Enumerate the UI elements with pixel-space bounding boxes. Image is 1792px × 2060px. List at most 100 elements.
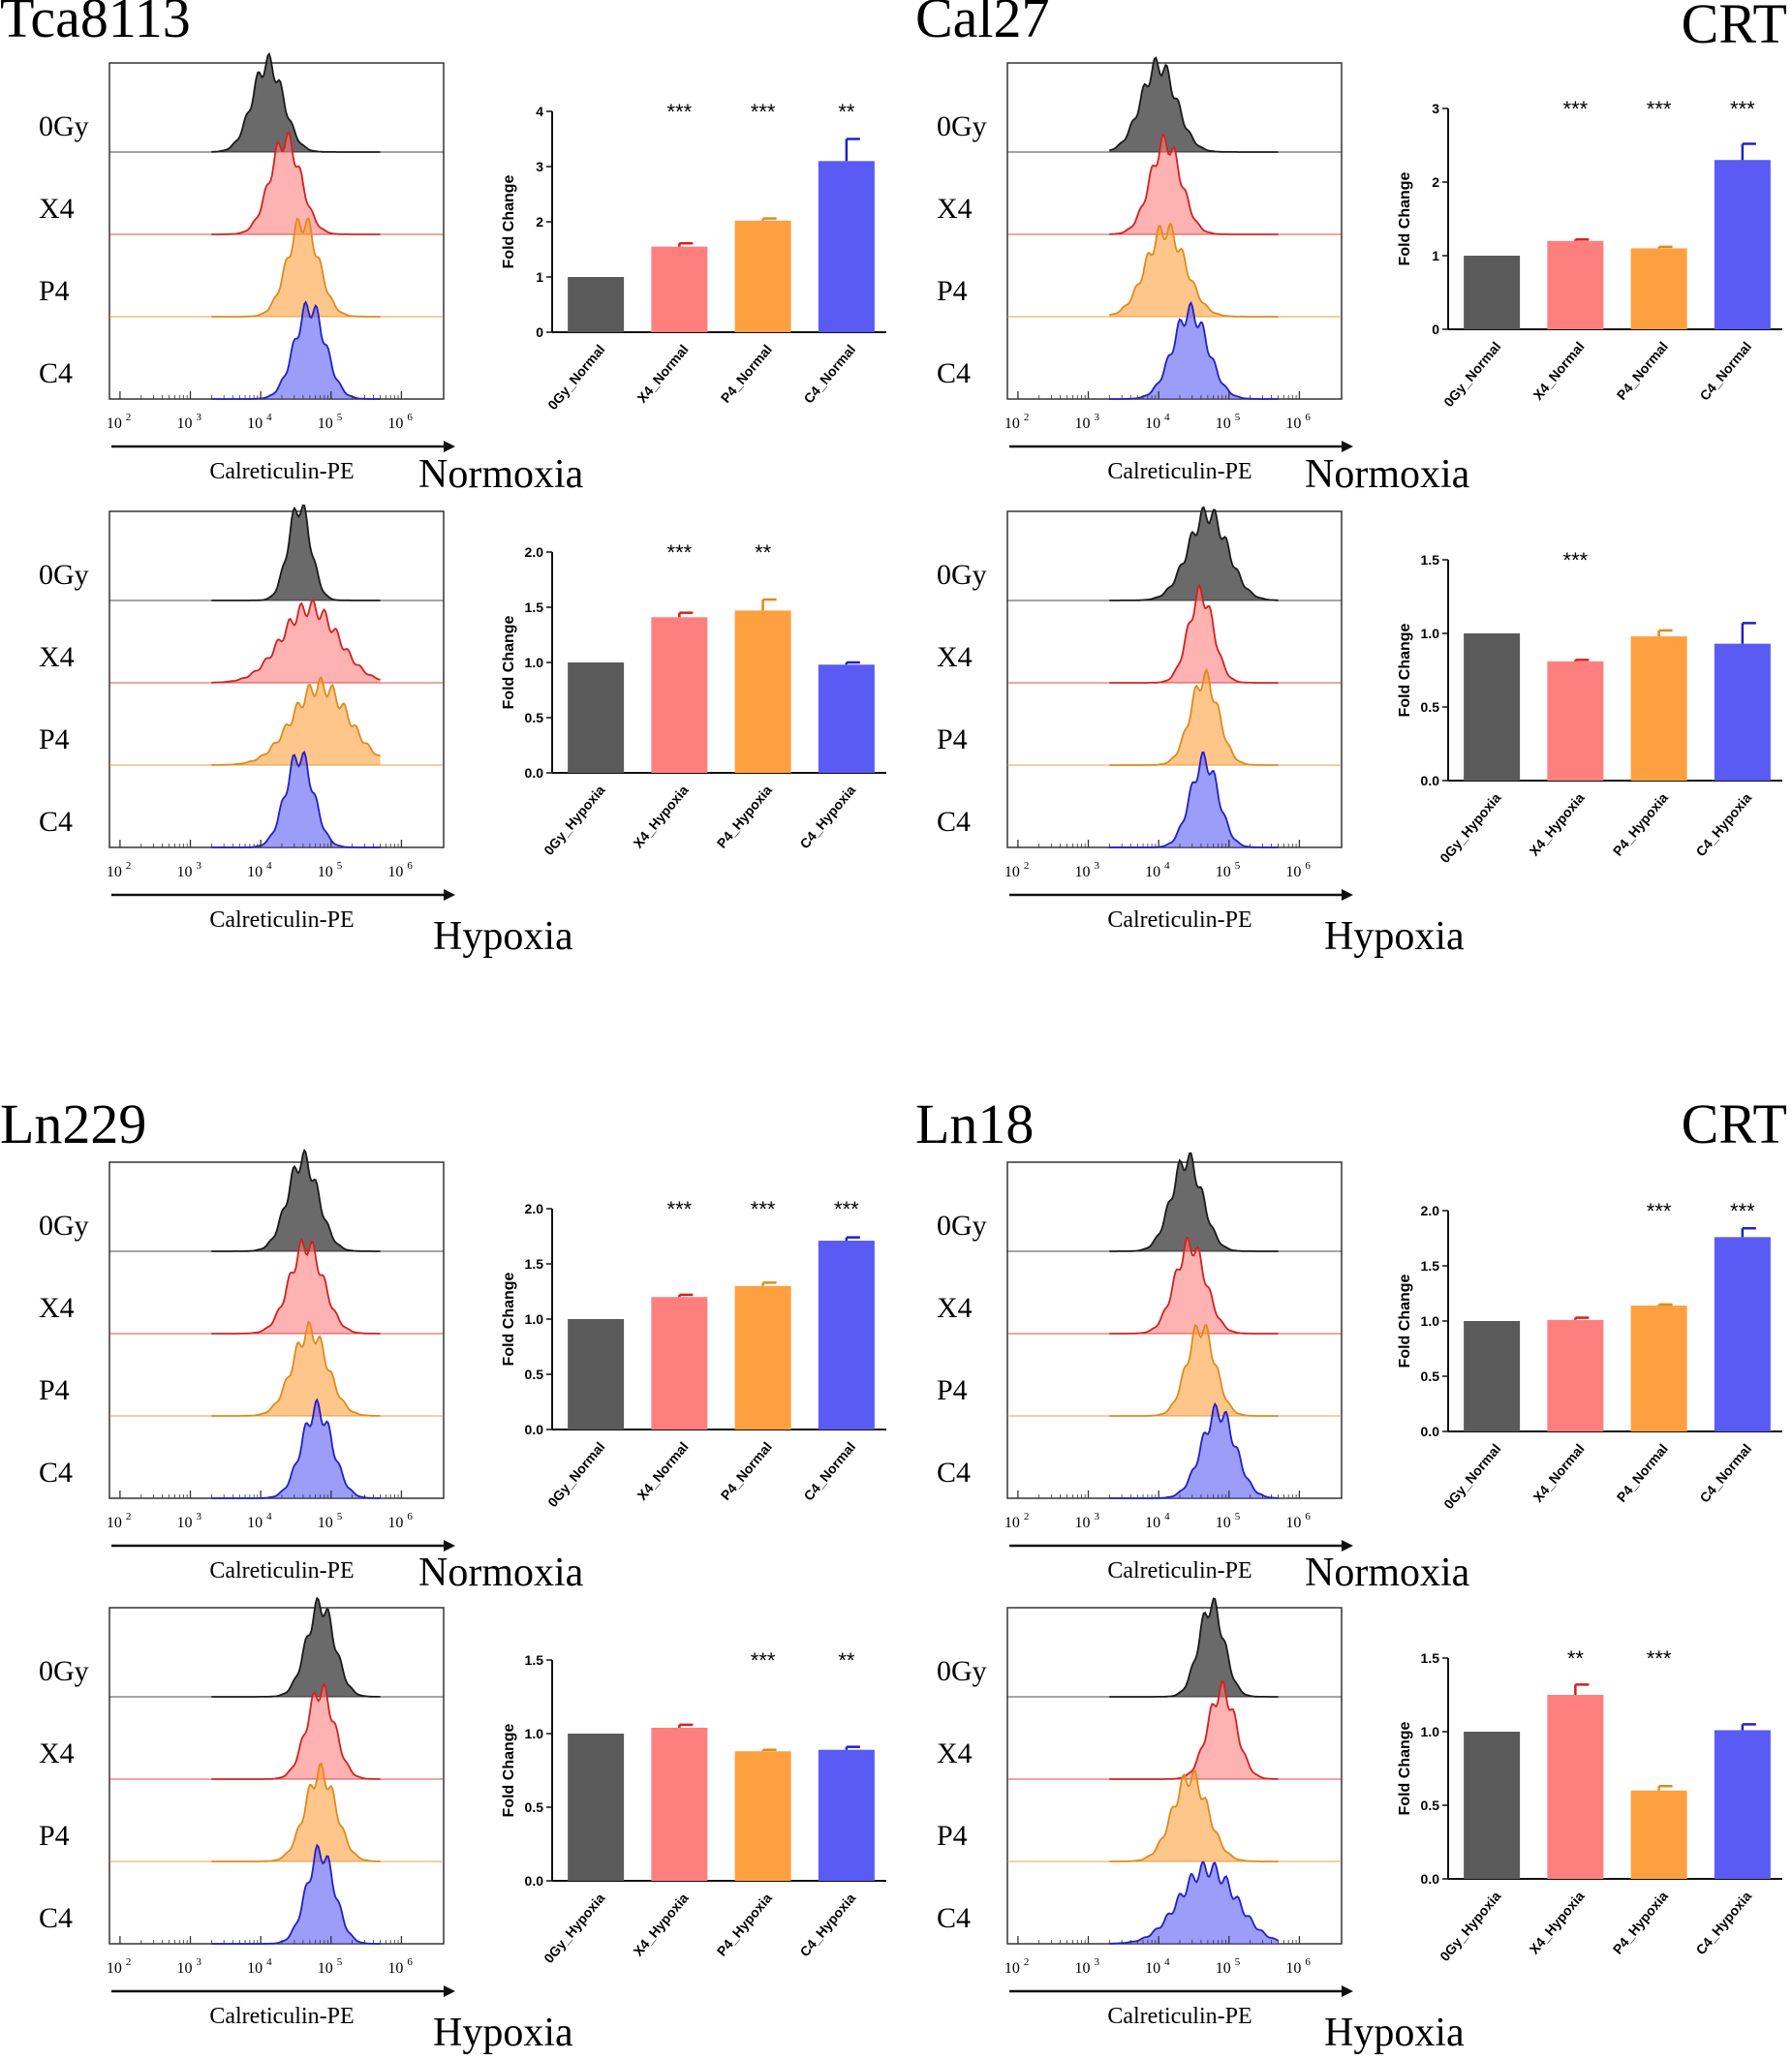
histogram-x-axis: 10 2 10 3 10 4 10 5 10 6 <box>107 1936 413 1977</box>
histogram-tick-label: 10 <box>387 415 403 432</box>
bar-y-label: Fold Change <box>1397 1721 1413 1815</box>
histogram-tick-exponent: 6 <box>407 1956 413 1968</box>
cell-line-title-ln229: Ln229 <box>0 1092 146 1155</box>
row-label-p4: P4 <box>39 1374 70 1406</box>
row-label-c4: C4 <box>937 806 971 838</box>
histogram-tick-exponent: 5 <box>337 412 343 423</box>
histogram-tick-exponent: 6 <box>1305 860 1311 872</box>
histogram-tick-exponent: 2 <box>1024 412 1030 423</box>
histogram-x-arrow-head <box>444 441 455 452</box>
histogram-tick-exponent: 3 <box>197 412 202 423</box>
significance-marker: *** <box>834 1197 859 1221</box>
histogram-tick-label: 10 <box>1216 1960 1231 1977</box>
histogram-area-x4 <box>1109 1237 1279 1334</box>
histogram-tick-label: 10 <box>1216 1515 1231 1531</box>
histogram-tick-label: 10 <box>107 415 122 432</box>
row-label-c4: C4 <box>937 1902 971 1934</box>
histogram-tick-label: 10 <box>1145 415 1160 432</box>
histogram-area-p4 <box>211 1763 381 1861</box>
histogram-tick-label: 10 <box>318 415 333 432</box>
bar-category-label: C4_Hypoxia <box>1692 1888 1754 1957</box>
histogram-tick-exponent: 3 <box>197 1956 202 1968</box>
row-label-p4: P4 <box>937 1820 968 1852</box>
histogram-tick-exponent: 4 <box>266 1511 272 1522</box>
histogram-tick-exponent: 6 <box>1305 412 1311 423</box>
bar-y-tick-label: 0.5 <box>525 710 544 725</box>
significance-marker: *** <box>667 1197 693 1221</box>
histogram-area-x4 <box>211 600 381 683</box>
bar-y-label: Fold Change <box>1397 1274 1413 1368</box>
bar-category-label: P4_Normal <box>1614 1441 1671 1505</box>
row-label-p4: P4 <box>39 723 70 755</box>
bar-c4 <box>1714 160 1771 329</box>
condition-label-ln229-normoxia: Normoxia <box>418 1551 584 1595</box>
bar-y-tick-label: 1.0 <box>525 1311 544 1327</box>
bar-category-label: P4_Normal <box>718 1439 775 1503</box>
crt-label-bottom: CRT <box>1682 1092 1787 1155</box>
bar-c4 <box>818 1749 875 1881</box>
histogram-area-0gy <box>211 53 381 153</box>
bar-category-label: X4_Normal <box>633 1439 691 1503</box>
histogram-area-x4 <box>211 1240 381 1334</box>
histogram-tick-label: 10 <box>1285 415 1301 432</box>
bar-category-label: X4_Hypoxia <box>630 1890 691 1958</box>
bar-category-label: P4_Hypoxia <box>1610 1888 1671 1956</box>
bar-y-tick-label: 0.5 <box>525 1367 544 1382</box>
histogram-area-c4 <box>211 302 381 399</box>
bar-y-tick-label: 1.0 <box>1421 1724 1440 1739</box>
histogram-frame <box>108 1607 445 1945</box>
significance-marker: *** <box>667 540 693 565</box>
histogram-tick-exponent: 6 <box>1305 1956 1311 1968</box>
histogram-tick-label: 10 <box>1075 415 1091 432</box>
histogram-area-p4 <box>211 677 381 765</box>
histogram-frame <box>1006 1607 1343 1945</box>
histogram-area-p4 <box>1109 1769 1279 1861</box>
histogram-tick-exponent: 5 <box>337 1956 343 1968</box>
significance-marker: *** <box>1563 548 1589 572</box>
histogram-x-axis: 10 2 10 3 10 4 10 5 10 6 <box>1004 391 1311 432</box>
bar-category-label: X4_Hypoxia <box>1526 1888 1587 1956</box>
row-label-p4: P4 <box>937 723 968 755</box>
histogram-tick-label: 10 <box>1285 1960 1301 1977</box>
bar-y-tick-label: 2 <box>536 214 543 230</box>
row-label-p4: P4 <box>39 275 70 307</box>
bar-category-label: 0Gy_Hypoxia <box>541 1890 607 1965</box>
panel-ln18-hypoxia: 0Gy X4 P4 C4 10 2 10 3 10 4 10 5 10 6 Calreticulin-PE 0… <box>937 1597 1782 2029</box>
bar-x4 <box>1547 240 1604 329</box>
significance-marker: *** <box>751 1197 776 1221</box>
significance-marker: *** <box>1647 1646 1672 1671</box>
bar-y-tick-label: 1.0 <box>525 655 544 670</box>
row-label-x4: X4 <box>39 1292 75 1324</box>
bar-y-tick-label: 1.5 <box>1421 1258 1440 1274</box>
histogram-area-0gy <box>1109 1153 1279 1251</box>
histogram-x-axis: 10 2 10 3 10 4 10 5 10 6 <box>1004 1491 1311 1531</box>
row-label-x4: X4 <box>937 1292 973 1324</box>
bar-c4 <box>818 161 875 332</box>
bar-p4 <box>1630 636 1687 781</box>
bar-y-tick-label: 0.0 <box>525 1422 544 1437</box>
row-label-x4: X4 <box>39 1737 75 1769</box>
significance-marker: *** <box>1730 1199 1755 1223</box>
row-label-c4: C4 <box>39 1457 73 1489</box>
histogram-tick-exponent: 3 <box>1095 1511 1100 1522</box>
row-label-0gy: 0Gy <box>39 110 89 142</box>
histogram-x-label: Calreticulin-PE <box>1107 1558 1251 1583</box>
bar-x4 <box>651 1297 708 1430</box>
bar-y-label: Fold Change <box>1397 623 1413 717</box>
significance-marker: *** <box>1563 97 1589 121</box>
histogram-tick-exponent: 5 <box>337 860 343 872</box>
histogram-area-0gy <box>1109 507 1279 600</box>
histogram-tick-exponent: 5 <box>1235 412 1241 423</box>
histogram-x-arrow-head <box>444 889 455 901</box>
histogram-tick-exponent: 4 <box>1164 860 1170 872</box>
histogram-area-p4 <box>1109 669 1279 765</box>
condition-label-tca8113-normoxia: Normoxia <box>418 452 584 497</box>
histogram-tick-exponent: 6 <box>407 412 413 423</box>
histogram-tick-label: 10 <box>1004 415 1020 432</box>
histogram-tick-label: 10 <box>1004 1960 1020 1977</box>
bar-y-tick-label: 0.0 <box>525 765 544 781</box>
bar-p4 <box>734 220 791 332</box>
histogram-curve-p4 <box>211 676 382 766</box>
bar-y-tick-label: 3 <box>536 159 543 174</box>
